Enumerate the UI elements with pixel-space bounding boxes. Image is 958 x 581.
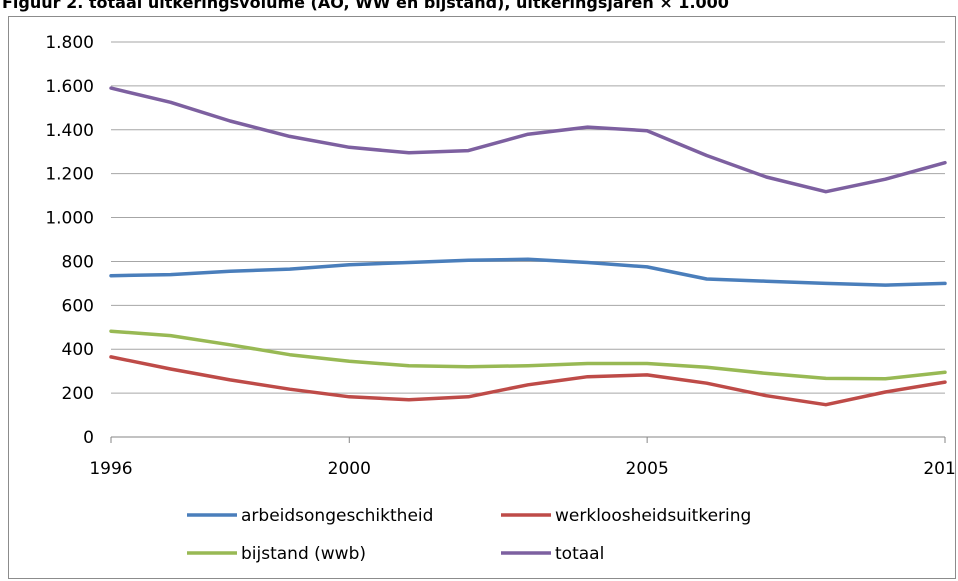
y-tick-label: 1.200 — [45, 165, 94, 185]
x-tick-label: 2005 — [626, 459, 669, 479]
y-tick-label: 800 — [62, 252, 94, 272]
legend-label: totaal — [555, 544, 604, 564]
y-tick-label: 1.800 — [45, 33, 94, 53]
x-tick-label: 2010 — [923, 459, 955, 479]
y-tick-label: 200 — [62, 384, 94, 404]
chart-frame: 0 200 400 600 800 1.000 1.200 1.400 1.600 1.800 1… — [8, 16, 956, 579]
y-tick-label: 0 — [83, 428, 94, 448]
figure-title: Figuur 2. totaal uitkeringsvolume (AO, W… — [2, 0, 729, 12]
line-chart: 0 200 400 600 800 1.000 1.200 1.400 1.600 1.800 1… — [45, 33, 955, 564]
series-line-totaal — [109, 86, 947, 194]
y-axis-tick-labels: 0 200 400 600 800 1.000 1.200 1.400 1.600 1.800 — [45, 33, 94, 448]
series-line-werkloosheidsuitkering — [109, 355, 947, 407]
gridlines — [111, 41, 945, 394]
y-tick-label: 600 — [62, 296, 94, 316]
y-tick-label: 1.000 — [45, 209, 94, 229]
legend: arbeidsongeschiktheid werkloosheidsuitker… — [187, 506, 751, 564]
series-line-bijstand-wwb- — [109, 329, 947, 381]
series-lines — [109, 86, 947, 407]
series-line-arbeidsongeschiktheid — [109, 257, 947, 287]
legend-label: arbeidsongeschiktheid — [241, 506, 433, 526]
x-tick-label: 2000 — [328, 459, 371, 479]
x-tick-label: 1996 — [89, 459, 132, 479]
x-axis-tick-labels: 1996 2000 2005 2010 — [89, 437, 955, 479]
y-tick-label: 1.600 — [45, 77, 94, 97]
y-tick-label: 400 — [62, 340, 94, 360]
y-tick-label: 1.400 — [45, 121, 94, 141]
legend-label: bijstand (wwb) — [241, 544, 366, 564]
legend-label: werkloosheidsuitkering — [555, 506, 751, 526]
